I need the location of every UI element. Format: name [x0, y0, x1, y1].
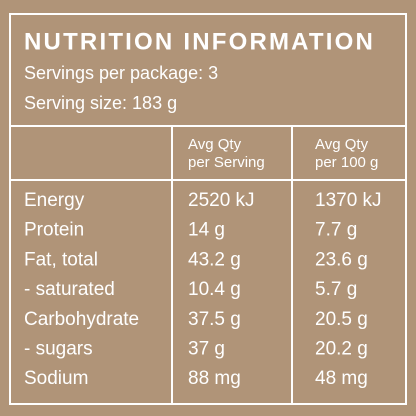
nutrient-value: 23.6 g	[315, 249, 368, 270]
nutrient-value: 88 mg	[188, 368, 241, 389]
servings-per-package: Servings per package: 3	[24, 63, 218, 83]
nutrient-value: 5.7 g	[315, 279, 357, 300]
column-header: Avg Qty	[188, 136, 242, 153]
nutrient-value: 48 mg	[315, 368, 368, 389]
nutrient-name: - sugars	[24, 339, 93, 360]
nutrient-value: 43.2 g	[188, 249, 241, 270]
serving-size: Serving size: 183 g	[24, 93, 177, 113]
nutrient-value: 37 g	[188, 339, 225, 360]
title: NUTRITION INFORMATION	[24, 28, 375, 55]
outer-border	[9, 13, 407, 405]
nutrient-name: Protein	[24, 220, 84, 241]
nutrient-value: 37.5 g	[188, 309, 241, 330]
nutrient-value: 20.2 g	[315, 339, 368, 360]
nutrient-value: 7.7 g	[315, 220, 357, 241]
column-header: per Serving	[188, 154, 265, 171]
nutrient-name: Sodium	[24, 368, 88, 389]
nutrient-name: Carbohydrate	[24, 309, 139, 330]
nutrient-name: Fat, total	[24, 249, 98, 270]
nutrient-value: 20.5 g	[315, 309, 368, 330]
column-header: Avg Qty	[315, 136, 369, 153]
nutrient-name: Energy	[24, 190, 85, 211]
nutrient-value: 2520 kJ	[188, 190, 255, 211]
nutrient-value: 10.4 g	[188, 279, 241, 300]
column-header: per 100 g	[315, 154, 378, 171]
nutrient-value: 14 g	[188, 220, 225, 241]
nutrient-value: 1370 kJ	[315, 190, 382, 211]
nutrient-name: - saturated	[24, 279, 115, 300]
